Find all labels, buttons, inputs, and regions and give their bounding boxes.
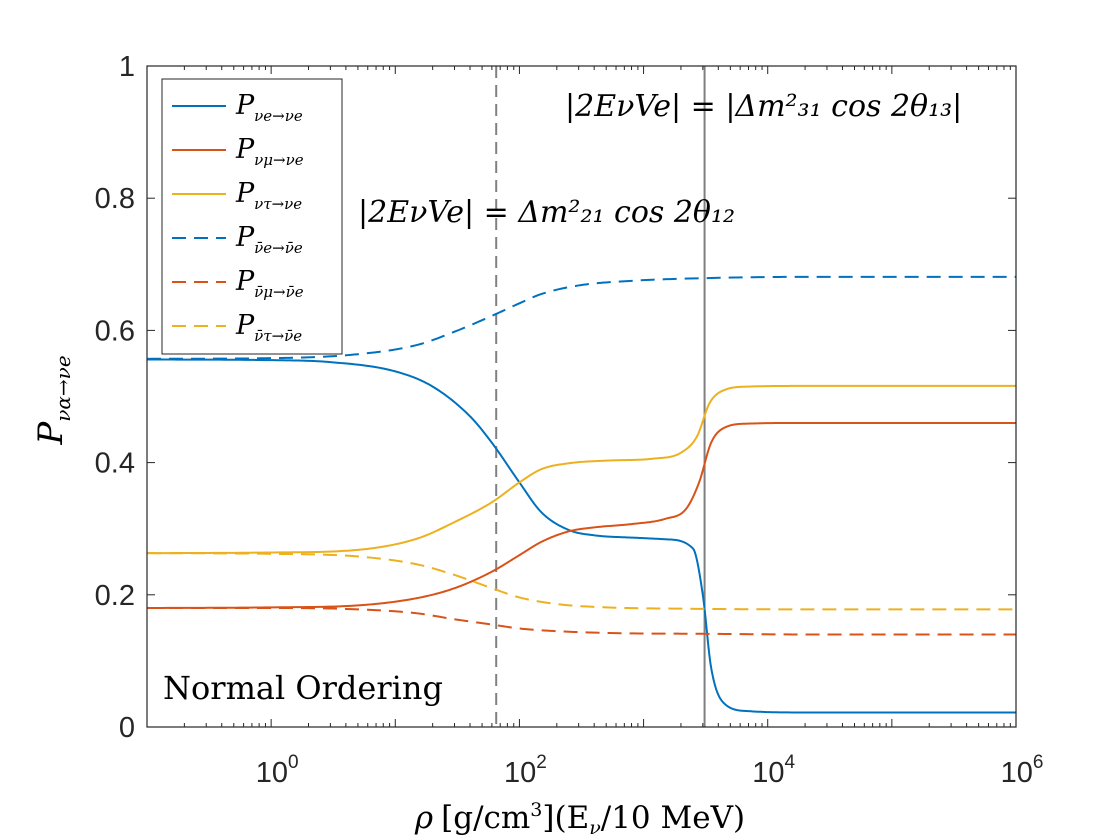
- svg-text:Pνα→νe: Pνα→νe: [31, 355, 75, 445]
- series-line-6: [146, 552, 1016, 611]
- y-tick-label: 0: [119, 712, 135, 744]
- x-tick-label: 104: [752, 752, 795, 789]
- x-axis-label: ρ [g/cm3](Eν/10 MeV): [414, 799, 745, 839]
- x-tick-label: 100: [256, 752, 299, 789]
- x-axis-label-units-exp: 3: [530, 799, 542, 821]
- x-axis-label-tail: /10 MeV): [601, 800, 745, 836]
- legend-label-6: Pν̄τ→ν̄e: [235, 310, 302, 345]
- y-tick-labels: 0 0.2 0.4 0.6 0.8 1: [95, 51, 135, 744]
- y-tick-label: 0.6: [95, 315, 135, 347]
- legend-label-2: Pνμ→νe: [235, 134, 304, 169]
- x-axis-label-units-close: ](E: [542, 800, 589, 836]
- x-tick-label: 102: [504, 752, 547, 789]
- legend-items: Pνe→νe Pνμ→νe Pντ→νe Pν̄e→ν̄e Pν̄μ→ν̄e Pν̄τ→ν…: [172, 90, 304, 345]
- legend-label-5: Pν̄μ→ν̄e: [235, 266, 304, 301]
- minor-ticks: [146, 66, 1011, 727]
- legend-box: [161, 78, 343, 355]
- legend-label-4: Pν̄e→ν̄e: [235, 222, 303, 257]
- annotation-normal-ordering: Normal Ordering: [163, 669, 443, 707]
- series-line-3: [146, 384, 1016, 555]
- y-tick-label: 0.4: [95, 448, 135, 480]
- series-layer: [146, 275, 1016, 714]
- series-line-4: [146, 275, 1016, 360]
- y-axis-label-main: P: [31, 421, 71, 446]
- x-tick-label: 106: [1001, 752, 1044, 789]
- x-axis-label-rho: ρ: [414, 800, 433, 836]
- legend-label-1: Pνe→νe: [235, 90, 303, 125]
- axis-ticks: [147, 65, 1016, 728]
- y-tick-label: 1: [119, 51, 135, 83]
- y-axis-label-sub: να→νe: [51, 355, 75, 421]
- series-line-1: [146, 358, 1016, 714]
- legend-label-3: Pντ→νe: [235, 178, 302, 213]
- series-line-2: [146, 421, 1016, 610]
- y-tick-label: 0.2: [95, 580, 135, 612]
- y-axis-label: Pνα→νe: [31, 355, 75, 445]
- plot-frame: [146, 65, 1017, 728]
- annotation-resonance-13: |2EνVe| = |Δm²₃₁ cos 2θ₁₃|: [565, 89, 962, 124]
- x-axis-label-units: [g/cm: [441, 800, 530, 836]
- annotation-resonance-12: |2EνVe| = Δm²₂₁ cos 2θ₁₂: [358, 195, 735, 230]
- legend: Pνe→νe Pνμ→νe Pντ→νe Pν̄e→ν̄e Pν̄μ→ν̄e Pν̄τ→ν…: [161, 78, 343, 355]
- x-tick-labels: 100 102 104 106: [256, 752, 1044, 789]
- y-tick-label: 0.8: [95, 183, 135, 215]
- x-axis-label-nu: ν: [589, 817, 601, 839]
- series-line-5: [147, 607, 1016, 636]
